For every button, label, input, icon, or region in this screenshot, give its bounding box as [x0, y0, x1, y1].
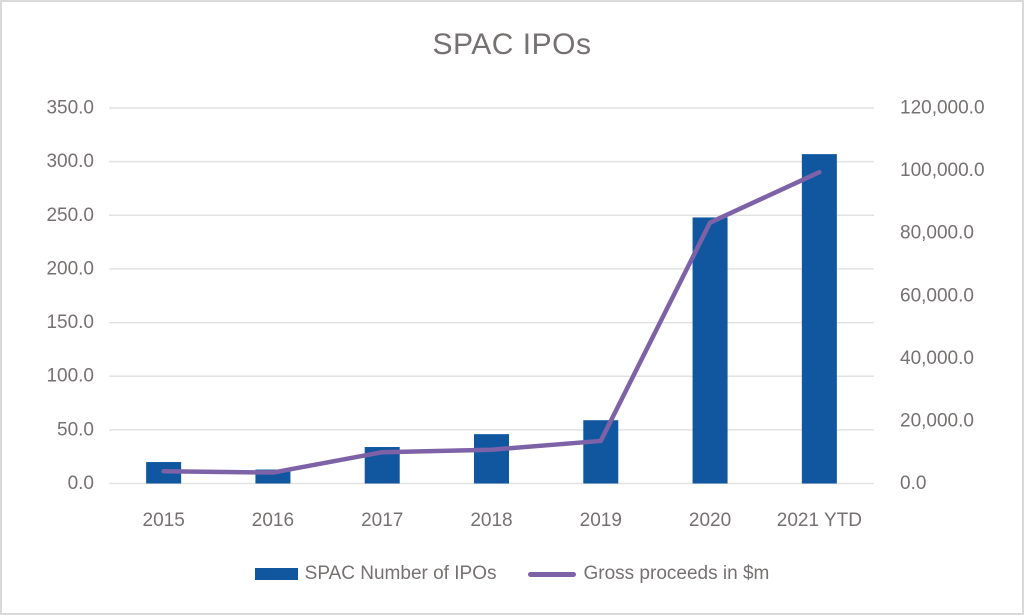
x-axis-tick-label: 2018 [470, 510, 512, 531]
bar-2021-ytd [801, 154, 837, 484]
y-axis-right-tick-label: 100,000.0 [900, 160, 985, 181]
legend-bar-label: SPAC Number of IPOs [304, 563, 497, 584]
legend-line-label: Gross proceeds in $m [583, 563, 770, 584]
bar-2020 [692, 217, 728, 484]
y-axis-left-tick-label: 100.0 [46, 366, 94, 387]
y-axis-right-tick-label: 80,000.0 [900, 223, 974, 244]
x-axis-tick-label: 2020 [689, 510, 731, 531]
x-axis-tick-label: 2017 [361, 510, 403, 531]
legend-bar-swatch-icon [254, 568, 298, 580]
legend-line-swatch-icon [528, 571, 577, 577]
legend: SPAC Number of IPOs Gross proceeds in $m [2, 563, 1022, 585]
y-axis-left-tick-label: 50.0 [57, 419, 94, 440]
y-axis-right-tick-label: 40,000.0 [900, 348, 974, 369]
y-axis-left-tick-label: 150.0 [46, 312, 94, 333]
y-axis-right-tick-label: 20,000.0 [900, 410, 974, 431]
legend-item-bars: SPAC Number of IPOs [254, 563, 497, 585]
y-axis-left-tick-label: 350.0 [46, 98, 94, 119]
y-axis-right-tick-label: 60,000.0 [900, 285, 974, 306]
chart-title: SPAC IPOs [432, 28, 592, 61]
y-axis-left-tick-label: 300.0 [46, 151, 94, 172]
y-axis-left-tick-label: 250.0 [46, 205, 94, 226]
x-axis-tick-label: 2016 [252, 510, 294, 531]
gross-proceeds-line [161, 169, 822, 475]
y-axis-right-tick-label: 120,000.0 [900, 98, 985, 119]
x-axis-tick-label: 2021 YTD [777, 510, 862, 531]
legend-item-line: Gross proceeds in $m [528, 563, 769, 585]
x-axis-tick-label: 2019 [580, 510, 622, 531]
y-axis-left-tick-label: 200.0 [46, 258, 94, 279]
x-axis-tick-label: 2015 [143, 510, 185, 531]
y-axis-right-tick-label: 0.0 [900, 473, 926, 494]
bar-2018 [474, 434, 509, 484]
bar-2019 [583, 420, 619, 484]
y-axis-left-tick-label: 0.0 [68, 473, 94, 494]
